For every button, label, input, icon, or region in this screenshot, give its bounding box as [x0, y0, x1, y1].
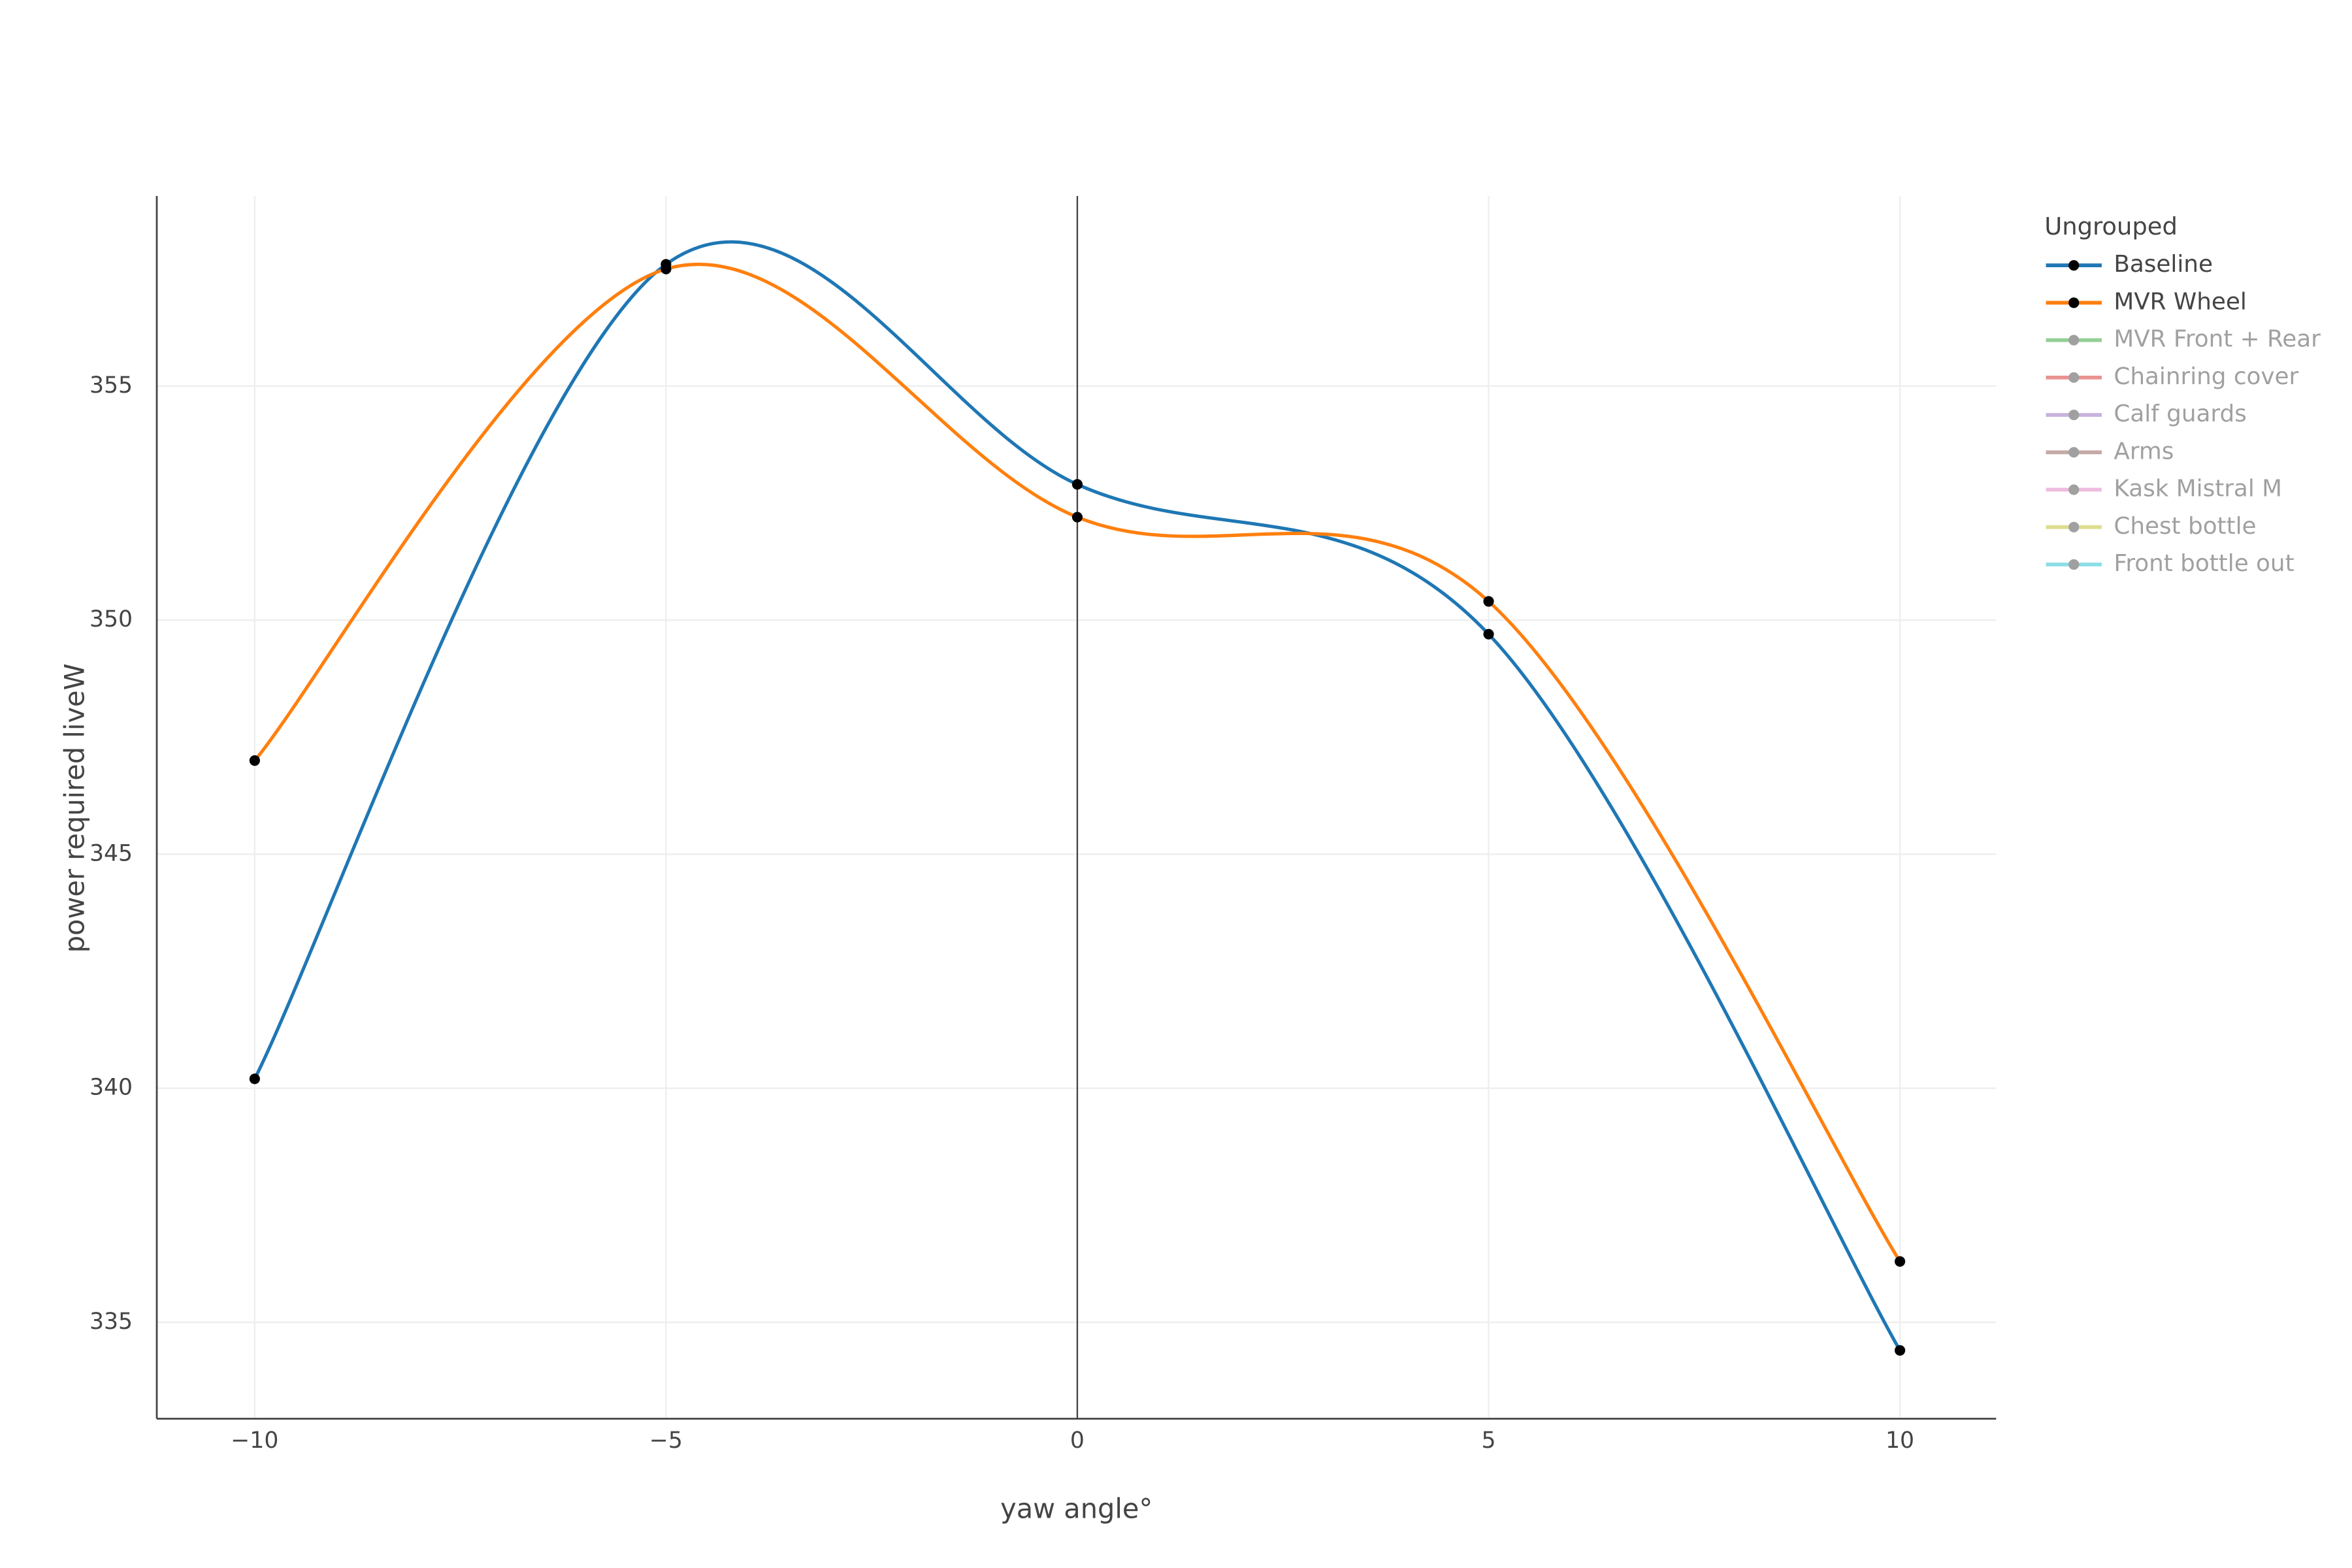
y-tick-label: 345 — [90, 840, 133, 866]
data-point — [1071, 479, 1083, 490]
legend-label: MVR Front + Rear — [2114, 326, 2321, 353]
legend-label: Kask Mistral M — [2114, 476, 2282, 502]
legend-marker — [2068, 484, 2080, 495]
data-point — [249, 1073, 260, 1085]
y-tick-label: 355 — [90, 372, 133, 399]
x-tick-label: 10 — [1886, 1428, 1914, 1454]
legend-label: Arms — [2114, 438, 2174, 465]
data-point — [1894, 1345, 1906, 1356]
x-tick-label: 0 — [1070, 1428, 1085, 1454]
legend-label: Chest bottle — [2114, 513, 2256, 540]
legend-item[interactable]: Kask Mistral M — [2046, 476, 2282, 502]
legend-item[interactable]: Front bottle out — [2046, 550, 2295, 577]
legend-marker — [2068, 335, 2080, 346]
y-tick-label: 340 — [90, 1075, 133, 1101]
y-axis-title: power required liveW — [59, 663, 91, 953]
x-tick-label: −5 — [649, 1428, 683, 1454]
y-tick-label: 350 — [90, 606, 133, 632]
legend-title: Ungrouped — [2044, 212, 2178, 240]
data-point — [1483, 596, 1494, 607]
legend-item[interactable]: Arms — [2046, 438, 2174, 465]
legend-marker — [2068, 521, 2080, 532]
data-point — [661, 263, 672, 274]
legend-label: Chainring cover — [2114, 363, 2298, 390]
legend-marker — [2068, 410, 2080, 421]
legend-label: Baseline — [2114, 251, 2213, 278]
legend-marker — [2068, 447, 2080, 458]
legend-item[interactable]: Chainring cover — [2046, 363, 2299, 390]
data-point — [1071, 512, 1083, 523]
x-tick-label: −10 — [231, 1428, 278, 1454]
legend-item[interactable]: Chest bottle — [2046, 513, 2257, 540]
legend-marker — [2068, 297, 2080, 308]
data-point — [1483, 629, 1494, 640]
series-line — [253, 240, 1902, 1352]
data-point — [249, 755, 260, 766]
legend-marker — [2068, 260, 2080, 271]
legend-label: MVR Wheel — [2114, 288, 2246, 315]
legend-item[interactable]: Baseline — [2046, 251, 2213, 278]
y-tick-label: 335 — [90, 1309, 133, 1335]
legend-item[interactable]: Calf guards — [2046, 400, 2247, 427]
legend-label: Calf guards — [2114, 400, 2246, 427]
data-point — [1894, 1256, 1906, 1267]
x-axis-title: yaw angle° — [1000, 1492, 1152, 1524]
x-tick-label: 5 — [1481, 1428, 1495, 1454]
legend-label: Front bottle out — [2114, 550, 2294, 577]
legend-item[interactable]: MVR Wheel — [2046, 288, 2247, 315]
legend-marker — [2068, 559, 2080, 570]
legend-marker — [2068, 372, 2080, 383]
legend-item[interactable]: MVR Front + Rear — [2046, 326, 2321, 353]
